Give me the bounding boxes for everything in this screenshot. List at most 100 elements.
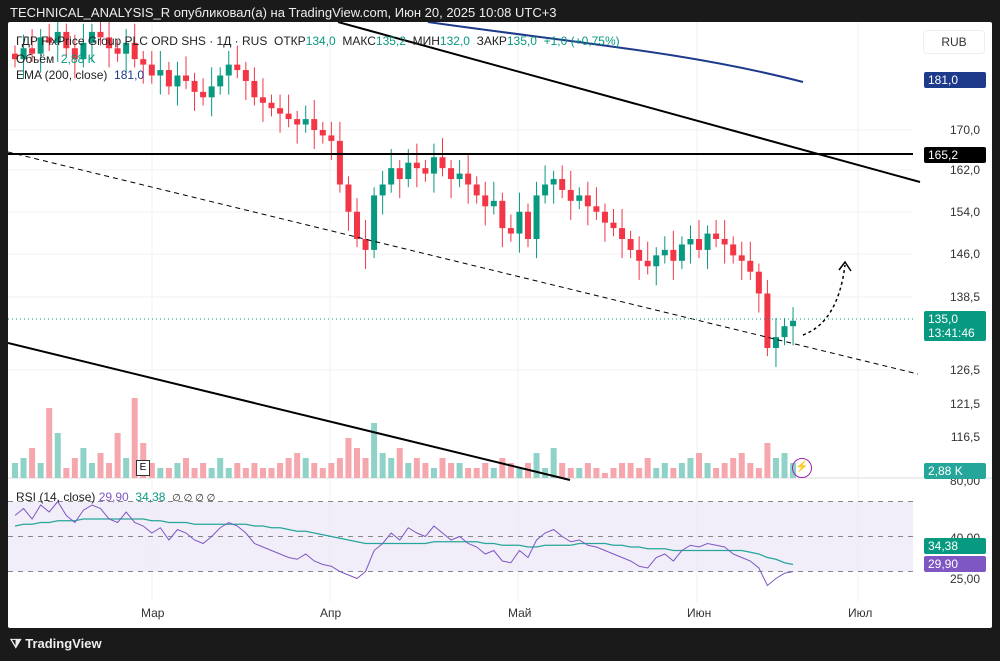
volume-bar bbox=[499, 458, 506, 478]
candle-body bbox=[755, 271, 762, 294]
candle-body bbox=[396, 168, 403, 180]
volume-bar bbox=[12, 463, 18, 478]
candle-body bbox=[345, 184, 352, 212]
volume-bar bbox=[225, 468, 232, 478]
volume-bar bbox=[217, 458, 224, 478]
candle-body bbox=[636, 249, 643, 261]
lightning-icon[interactable]: ⚡ bbox=[792, 458, 812, 478]
arrow-head-icon bbox=[838, 260, 852, 272]
candle-body bbox=[738, 255, 745, 261]
candle-body bbox=[507, 228, 514, 234]
volume-bar bbox=[687, 458, 694, 478]
candle-body bbox=[473, 184, 480, 196]
candle-body bbox=[123, 42, 130, 54]
rsi-ma-line bbox=[14, 518, 794, 566]
rsi-tag: 29,90 bbox=[924, 556, 986, 572]
candle-body bbox=[71, 48, 78, 60]
volume-bar bbox=[559, 463, 566, 478]
volume-bar bbox=[328, 463, 335, 478]
candle-body bbox=[46, 37, 53, 43]
volume-bar bbox=[319, 468, 326, 478]
candle-body bbox=[653, 255, 660, 267]
volume-bar bbox=[388, 458, 395, 478]
volume-bar bbox=[148, 463, 155, 478]
candle-body bbox=[670, 249, 677, 261]
price-tick: 121,5 bbox=[949, 397, 980, 411]
time-tick: Июн bbox=[687, 606, 712, 620]
candle-body bbox=[465, 173, 472, 185]
volume-bar bbox=[764, 443, 771, 478]
volume-bar bbox=[661, 463, 668, 478]
volume-bar bbox=[439, 458, 446, 478]
rsi-line bbox=[14, 500, 794, 587]
volume-bar bbox=[584, 463, 591, 478]
volume-bar bbox=[242, 468, 249, 478]
candle-body bbox=[242, 70, 249, 81]
rsi-legend[interactable]: RSI (14, close) 29,90 34,38 ∅ ∅ ∅ ∅ bbox=[16, 490, 215, 504]
candle-body bbox=[319, 130, 326, 136]
volume-bar bbox=[533, 453, 540, 478]
price-tick: 126,5 bbox=[949, 363, 980, 377]
candle-body bbox=[764, 293, 771, 348]
volume-bar bbox=[183, 458, 189, 478]
candle-body bbox=[644, 260, 651, 267]
candle-body bbox=[80, 42, 87, 60]
events-button[interactable]: E bbox=[136, 460, 150, 476]
rsi-value: 29,90 bbox=[98, 490, 129, 504]
volume-bar bbox=[174, 463, 181, 478]
volume-bar bbox=[123, 458, 130, 478]
chart-canvas[interactable] bbox=[8, 22, 992, 628]
volume-bar bbox=[277, 463, 284, 478]
volume-bar bbox=[636, 468, 643, 478]
candle-body bbox=[687, 239, 694, 245]
candle-body bbox=[225, 64, 232, 76]
volume-bar bbox=[106, 463, 113, 478]
volume-bar bbox=[721, 463, 728, 478]
candle-body bbox=[12, 53, 18, 60]
volume-bar bbox=[200, 463, 207, 478]
time-tick: Мар bbox=[141, 606, 165, 620]
volume-bar bbox=[259, 468, 266, 478]
candle-body bbox=[97, 31, 104, 38]
volume-bar bbox=[54, 433, 61, 478]
chart-card[interactable]: ГДР FixPrice Group PLC ORD SHS · 1Д · RU… bbox=[8, 22, 992, 628]
candle-body bbox=[747, 260, 754, 272]
open-value: 134,0 bbox=[305, 34, 336, 48]
price-tick: 154,0 bbox=[949, 205, 980, 219]
volume-bar bbox=[482, 463, 489, 478]
volume-bar bbox=[713, 468, 720, 478]
currency-button[interactable]: RUB bbox=[923, 30, 985, 54]
volume-bar bbox=[362, 458, 369, 478]
candle-body bbox=[277, 108, 284, 114]
volume-bar bbox=[490, 468, 497, 478]
candle-body bbox=[285, 113, 292, 120]
volume-bar bbox=[696, 453, 702, 478]
volume-bar bbox=[430, 468, 437, 478]
candle-body bbox=[790, 320, 797, 327]
candle-body bbox=[20, 48, 27, 60]
volume-value: 2,88 K bbox=[60, 52, 96, 66]
volume-bar bbox=[302, 458, 309, 478]
candle-body bbox=[217, 75, 224, 87]
candle-body bbox=[619, 228, 626, 239]
ema-label: EMA (200, close) bbox=[16, 68, 108, 82]
ema-price-tag: 181,0 bbox=[924, 72, 986, 88]
candle-body bbox=[200, 91, 207, 98]
close-value: 135,0 bbox=[506, 34, 537, 48]
candle-body bbox=[533, 195, 540, 239]
volume-bar bbox=[507, 463, 514, 478]
upper-trend-line bbox=[337, 22, 921, 183]
volume-bar bbox=[71, 458, 78, 478]
symbol-name[interactable]: ГДР FixPrice Group PLC ORD SHS · 1Д · RU… bbox=[16, 34, 268, 48]
candle-body bbox=[516, 211, 523, 234]
candle-body bbox=[730, 244, 737, 256]
volume-bar bbox=[576, 468, 583, 478]
ema-legend[interactable]: EMA (200, close) 181,0 bbox=[16, 68, 144, 82]
candle-body bbox=[336, 140, 343, 185]
volume-bar bbox=[165, 468, 172, 478]
volume-label: Объём bbox=[16, 52, 55, 66]
candle-body bbox=[422, 168, 429, 174]
low-label: МИН bbox=[412, 34, 440, 48]
price-tick: 162,0 bbox=[949, 163, 980, 177]
volume-legend[interactable]: Объём 2,88 K bbox=[16, 52, 96, 66]
